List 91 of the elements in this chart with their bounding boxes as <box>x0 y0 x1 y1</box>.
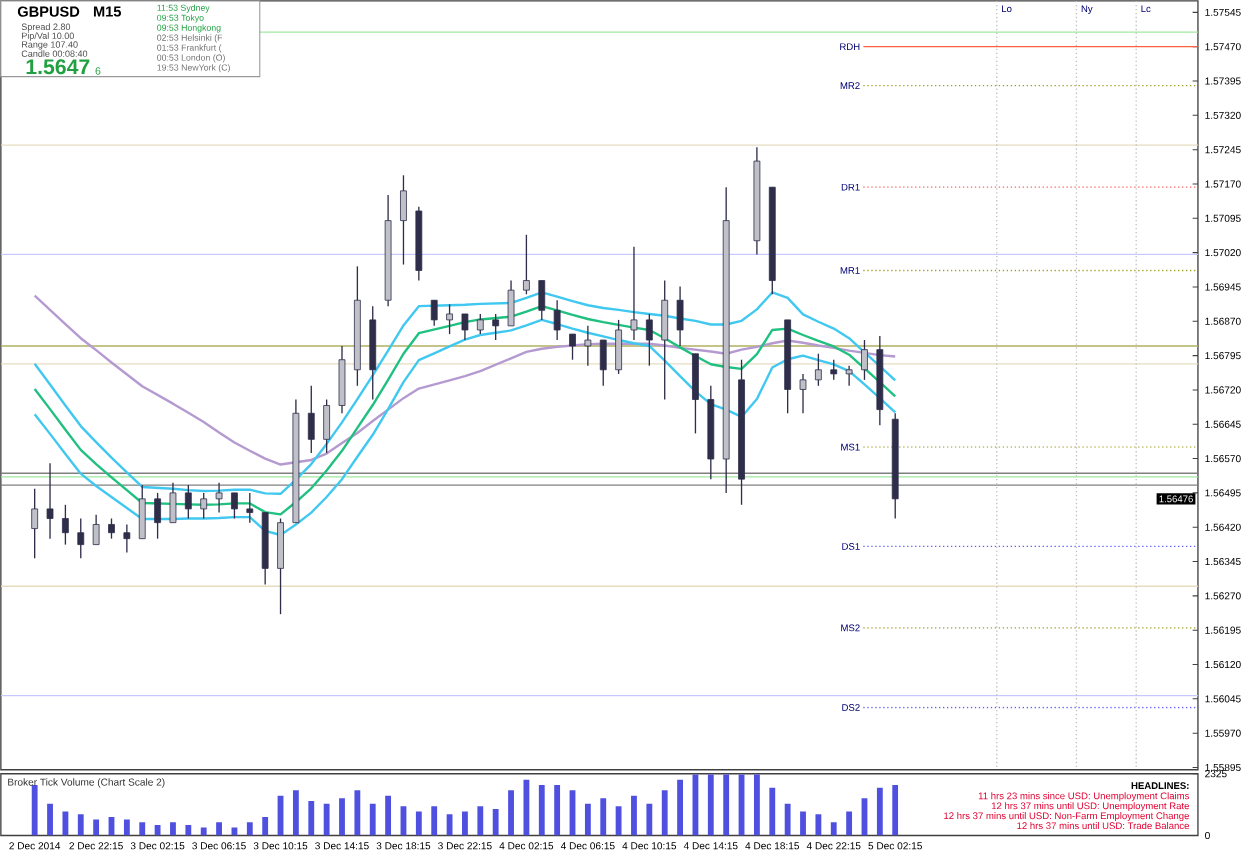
candlestick <box>215 482 223 514</box>
bar <box>600 798 607 836</box>
candlestick <box>277 517 284 615</box>
candlestick <box>461 313 469 341</box>
bar <box>769 787 776 836</box>
annotation: 1.5647 <box>26 59 90 75</box>
bar <box>615 806 622 836</box>
candlestick <box>584 325 592 367</box>
candlestick <box>169 482 177 524</box>
bar <box>753 774 760 836</box>
candlestick <box>77 517 85 559</box>
candlestick <box>492 313 500 341</box>
candlestick <box>814 353 822 387</box>
candlestick <box>108 517 115 540</box>
candlestick <box>200 492 208 520</box>
bar <box>677 779 683 836</box>
bar <box>185 824 192 836</box>
candlestick <box>599 339 607 387</box>
candlestick <box>307 385 315 454</box>
bar <box>631 795 637 836</box>
candlestick <box>400 174 407 266</box>
candlestick <box>523 234 530 295</box>
candlestick <box>661 279 669 401</box>
candlestick <box>615 319 622 375</box>
bar <box>477 806 484 836</box>
bar <box>584 803 591 836</box>
bar <box>308 800 315 836</box>
candlestick <box>231 492 238 520</box>
candlestick <box>246 492 254 524</box>
bar <box>415 811 422 836</box>
bar <box>554 784 561 836</box>
bar <box>800 811 806 836</box>
bar <box>93 819 100 836</box>
bar <box>323 803 330 836</box>
candlestick <box>430 299 438 327</box>
bar <box>62 811 69 836</box>
bar <box>170 822 176 836</box>
candlestick <box>569 333 576 361</box>
bar <box>892 784 899 836</box>
bar <box>123 819 130 836</box>
bar <box>262 816 269 836</box>
bar <box>354 790 361 836</box>
bar <box>385 795 392 836</box>
candlestick <box>123 523 131 553</box>
bar <box>784 803 791 836</box>
candlestick <box>323 398 331 454</box>
candlestick <box>830 358 838 381</box>
candlestick <box>861 339 868 381</box>
candlestick <box>630 245 638 341</box>
candlestick <box>676 285 684 347</box>
candlestick <box>138 484 146 540</box>
bar <box>707 774 714 836</box>
candlestick <box>645 313 653 367</box>
candlestick <box>31 488 39 559</box>
bar <box>508 790 514 836</box>
bar <box>492 808 499 836</box>
bar <box>47 803 53 836</box>
bar <box>431 806 438 836</box>
bar <box>723 774 730 836</box>
bar <box>139 822 146 836</box>
candlestick <box>553 299 561 341</box>
bar <box>31 784 38 836</box>
bar <box>462 811 468 836</box>
bar <box>369 803 376 836</box>
bar <box>815 814 822 836</box>
candlestick <box>538 279 546 321</box>
candlestick <box>446 303 453 335</box>
bar <box>216 822 222 836</box>
candlestick <box>692 353 699 434</box>
bar <box>538 784 545 836</box>
candlestick <box>154 492 161 540</box>
candlestick <box>507 279 515 327</box>
candlestick <box>92 514 100 546</box>
bar <box>523 779 530 836</box>
candlestick <box>476 313 484 335</box>
bar <box>846 811 853 836</box>
bar <box>661 790 668 836</box>
candlestick <box>799 373 807 414</box>
bar <box>830 822 837 836</box>
candlestick <box>338 345 346 414</box>
bar <box>646 803 653 836</box>
candlestick <box>184 484 192 520</box>
bar <box>246 822 253 836</box>
bar <box>876 787 883 836</box>
candlestick <box>845 364 853 387</box>
bar <box>154 824 161 836</box>
bar <box>77 814 84 836</box>
candlestick <box>62 504 69 546</box>
bar <box>339 798 345 836</box>
bar <box>292 790 299 836</box>
candlestick <box>46 462 54 540</box>
